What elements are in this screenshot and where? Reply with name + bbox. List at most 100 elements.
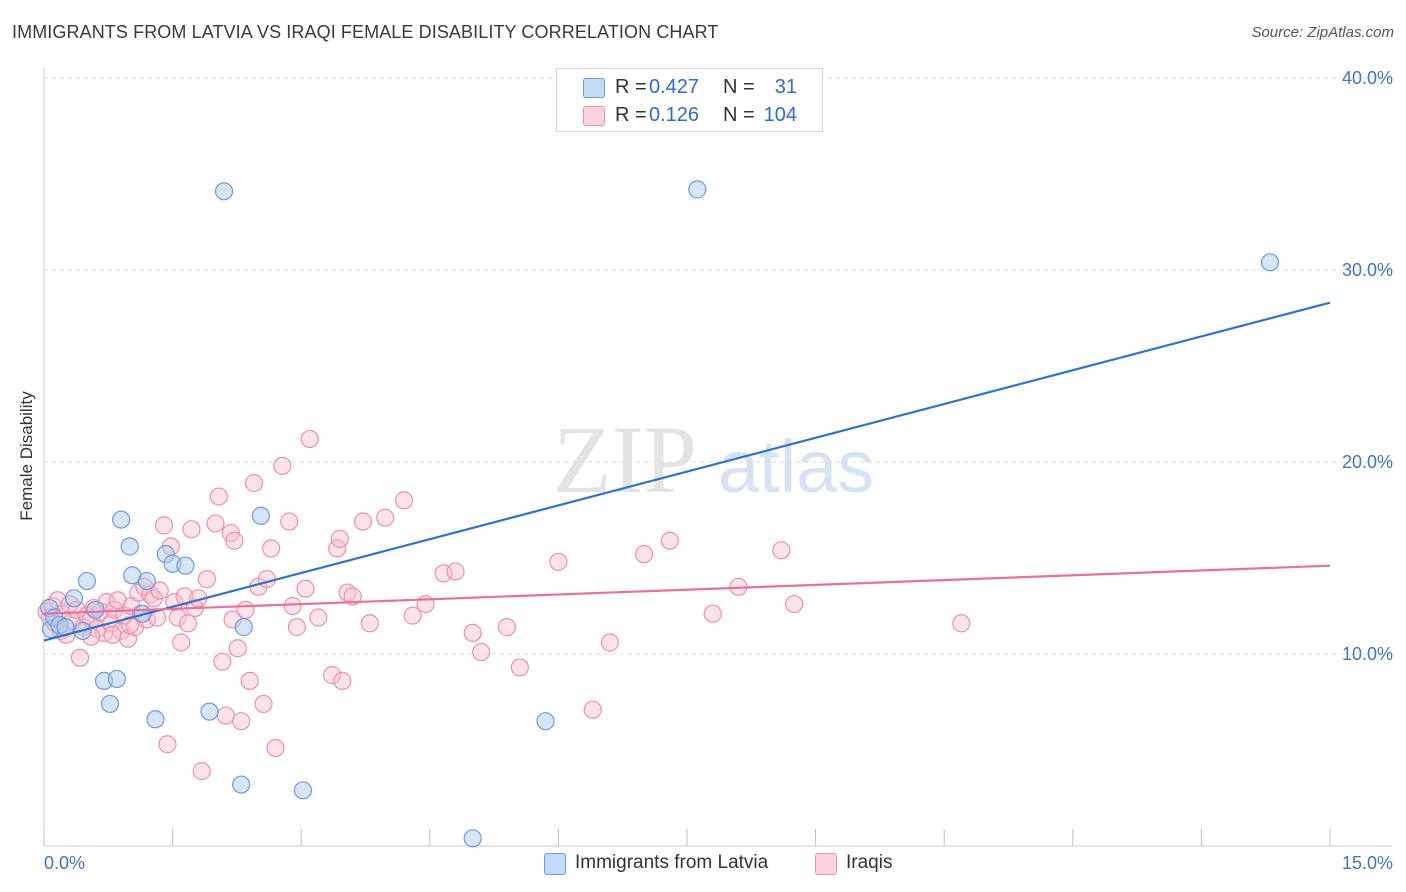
iraqis-point bbox=[394, 491, 414, 510]
iraqis-point bbox=[952, 614, 971, 633]
iraqis-point bbox=[472, 642, 491, 662]
bottom-legend-swatch-iraqis bbox=[815, 853, 837, 875]
latvia-point bbox=[1260, 253, 1280, 272]
y-tick-label: 10.0% bbox=[1342, 644, 1393, 664]
iraqis-point bbox=[262, 539, 281, 558]
iraqis-point bbox=[283, 596, 302, 616]
y-tick-label: 20.0% bbox=[1342, 452, 1393, 472]
gridlines bbox=[44, 77, 1392, 655]
iraqis-point bbox=[175, 587, 194, 606]
iraqis-point bbox=[280, 512, 299, 531]
latvia-point bbox=[232, 775, 251, 794]
iraqis-point bbox=[244, 474, 264, 493]
iraqis-point bbox=[182, 520, 201, 539]
iraqis-point bbox=[309, 608, 328, 627]
bottom-legend-swatch-latvia bbox=[544, 853, 566, 875]
legend-swatch-iraqis bbox=[583, 106, 605, 126]
latvia-point bbox=[100, 694, 120, 714]
iraqis-point bbox=[360, 614, 379, 633]
latvia-point bbox=[234, 618, 253, 637]
stats-legend: R = 0.427 N = 31 R = 0.126 N = 104 bbox=[556, 68, 823, 132]
latvia-point bbox=[688, 180, 707, 199]
watermark-zip: ZIP bbox=[553, 406, 697, 513]
latvia-point bbox=[137, 571, 156, 591]
latvia-point bbox=[112, 510, 131, 529]
y-tick-label: 30.0% bbox=[1342, 260, 1393, 280]
legend-n-label: N = bbox=[723, 76, 755, 98]
iraqis-point bbox=[197, 570, 216, 589]
iraqis-point bbox=[446, 562, 465, 581]
legend-row-latvia: R = 0.427 N = 31 bbox=[557, 74, 822, 102]
latvia-trend-line bbox=[43, 301, 1331, 642]
iraqis-point bbox=[376, 508, 395, 527]
trend-lines bbox=[43, 301, 1331, 642]
latvia-point bbox=[536, 712, 555, 731]
iraqis-point bbox=[785, 594, 804, 614]
iraqis-trend-line bbox=[43, 564, 1331, 615]
legend-r-label: R = bbox=[615, 76, 647, 98]
iraqis-point bbox=[296, 579, 315, 598]
latvia-point bbox=[176, 556, 195, 575]
latvia-point bbox=[293, 781, 313, 800]
iraqis-point bbox=[70, 648, 90, 667]
iraqis-point bbox=[343, 587, 362, 606]
x-tick-label: 0.0% bbox=[44, 853, 85, 873]
iraqis-point bbox=[322, 666, 342, 685]
iraqis-point bbox=[330, 529, 349, 548]
source-label: Source: ZipAtlas.com bbox=[1251, 24, 1394, 41]
iraqis-point bbox=[300, 429, 319, 449]
iraqis-point bbox=[549, 552, 568, 571]
iraqis-point bbox=[154, 516, 174, 535]
iraqis-point bbox=[254, 694, 273, 714]
latvia-point bbox=[107, 669, 126, 689]
iraqis-point bbox=[510, 658, 529, 677]
legend-n-value: 104 bbox=[763, 104, 797, 126]
watermark-atlas: atlas bbox=[718, 425, 874, 508]
latvia-points bbox=[40, 180, 1280, 848]
axes bbox=[43, 68, 1392, 847]
iraqis-point bbox=[600, 633, 619, 652]
bottom-legend-label-latvia: Immigrants from Latvia bbox=[575, 852, 769, 873]
iraqis-point bbox=[266, 738, 285, 758]
legend-r-value: 0.427 bbox=[649, 76, 700, 98]
latvia-point bbox=[146, 710, 165, 729]
iraqis-point bbox=[172, 633, 191, 652]
bottom-legend-label-iraqis: Iraqis bbox=[846, 852, 893, 873]
iraqis-point bbox=[206, 514, 225, 533]
chart-title: IMMIGRANTS FROM LATVIA VS IRAQI FEMALE D… bbox=[12, 22, 719, 42]
iraqis-point bbox=[120, 616, 139, 635]
iraqis-point bbox=[403, 606, 422, 625]
iraqis-point bbox=[660, 531, 679, 550]
iraqis-point bbox=[497, 618, 517, 637]
iraqis-point bbox=[287, 618, 307, 637]
latvia-point bbox=[214, 182, 234, 201]
iraqis-point bbox=[209, 487, 228, 506]
iraqis-point bbox=[273, 456, 292, 475]
x-tick-label: 15.0% bbox=[1342, 853, 1393, 873]
iraqis-point bbox=[213, 652, 232, 671]
latvia-point bbox=[120, 537, 139, 556]
y-tick-label: 40.0% bbox=[1342, 68, 1393, 88]
latvia-point bbox=[463, 829, 482, 848]
iraqis-point bbox=[103, 625, 122, 644]
iraqis-point bbox=[257, 570, 277, 589]
iraqis-point bbox=[228, 639, 247, 658]
iraqis-point bbox=[240, 671, 259, 690]
iraqis-point bbox=[583, 700, 602, 719]
iraqis-point bbox=[150, 581, 169, 600]
iraqis-point bbox=[333, 671, 352, 690]
iraqis-point bbox=[353, 512, 373, 531]
iraqis-point bbox=[225, 531, 244, 550]
legend-n-label: N = bbox=[723, 104, 755, 126]
iraqis-point bbox=[463, 623, 482, 642]
iraqis-point bbox=[108, 591, 127, 610]
iraqis-point bbox=[772, 541, 791, 560]
legend-n-value: 31 bbox=[774, 76, 797, 98]
legend-r-label: R = bbox=[615, 104, 647, 126]
iraqis-point bbox=[635, 545, 654, 564]
latvia-point bbox=[86, 600, 105, 619]
iraqis-point bbox=[178, 614, 198, 633]
latvia-point bbox=[64, 589, 84, 608]
iraqis-point bbox=[703, 604, 722, 623]
